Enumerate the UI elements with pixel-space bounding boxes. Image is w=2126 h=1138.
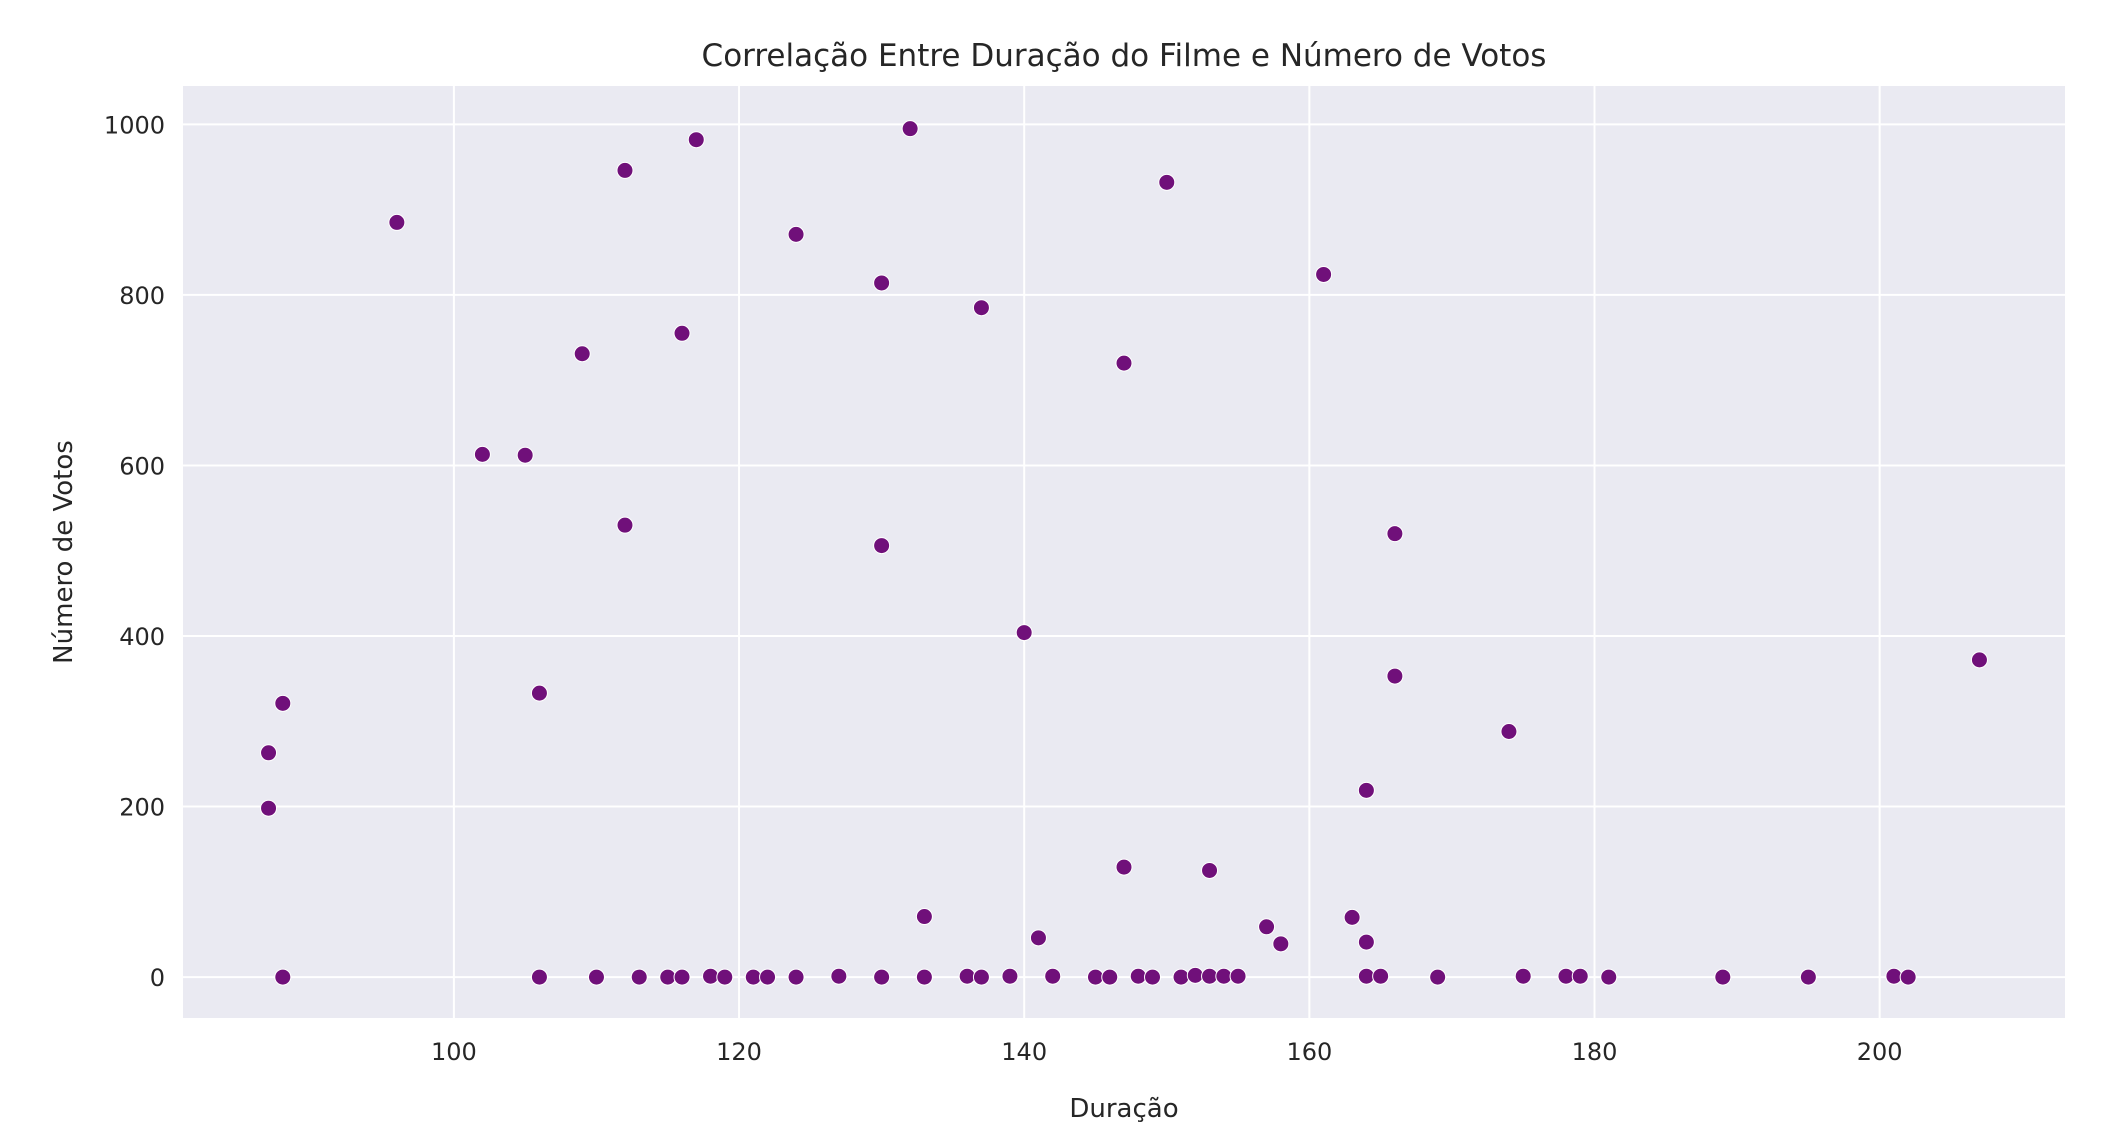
data-point — [873, 537, 891, 555]
x-tick-label: 200 — [1857, 1038, 1903, 1066]
data-point — [1386, 525, 1404, 543]
x-tick-label: 140 — [1001, 1038, 1047, 1066]
data-point — [616, 516, 634, 534]
data-point — [1799, 968, 1817, 986]
data-point — [1044, 967, 1062, 985]
data-point — [915, 908, 933, 926]
x-tick-label: 100 — [431, 1038, 477, 1066]
data-point — [1429, 968, 1447, 986]
data-point — [1357, 781, 1375, 799]
grid-lines — [183, 86, 2065, 1018]
data-point — [1357, 967, 1375, 985]
data-point — [787, 968, 805, 986]
data-point — [1899, 968, 1917, 986]
data-point — [744, 968, 762, 986]
data-point — [1201, 861, 1219, 879]
data-point — [1600, 968, 1618, 986]
y-axis-label: Número de Votos — [49, 440, 79, 664]
data-point — [873, 968, 891, 986]
data-points — [260, 120, 1988, 986]
data-point — [1372, 967, 1390, 985]
data-point — [1315, 265, 1333, 283]
y-tick-label: 0 — [150, 964, 165, 992]
data-point — [274, 968, 292, 986]
y-tick-label: 800 — [119, 282, 165, 310]
data-point — [1258, 918, 1276, 936]
data-point — [388, 213, 406, 231]
data-point — [1514, 967, 1532, 985]
data-point — [659, 968, 677, 986]
data-point — [972, 968, 990, 986]
data-point — [1386, 667, 1404, 685]
data-point — [1015, 624, 1033, 642]
data-point — [759, 968, 777, 986]
data-point — [1101, 968, 1119, 986]
data-point — [1571, 967, 1589, 985]
x-tick-label: 120 — [716, 1038, 762, 1066]
data-point — [1172, 968, 1190, 986]
data-point — [873, 274, 891, 292]
data-point — [1129, 967, 1147, 985]
plot-area — [183, 86, 2065, 1018]
data-point — [1970, 651, 1988, 669]
data-point — [1029, 929, 1047, 947]
data-point — [830, 967, 848, 985]
data-point — [958, 967, 976, 985]
data-point — [616, 161, 634, 179]
data-point — [1144, 968, 1162, 986]
data-point — [473, 445, 491, 463]
data-point — [1272, 935, 1290, 953]
data-point — [1086, 968, 1104, 986]
data-point — [687, 131, 705, 149]
tick-labels: 100 120 140 160 180 200 0 200 400 600 800 1000 — [104, 111, 1903, 1066]
data-point — [1885, 967, 1903, 985]
data-point — [1115, 354, 1133, 372]
data-point — [1714, 968, 1732, 986]
data-point — [901, 120, 919, 138]
data-point — [274, 694, 292, 712]
y-tick-label: 200 — [119, 794, 165, 822]
data-point — [630, 968, 648, 986]
data-point — [1357, 933, 1375, 951]
y-tick-label: 1000 — [104, 111, 165, 139]
data-point — [516, 446, 534, 464]
data-point — [1229, 967, 1247, 985]
data-point — [530, 684, 548, 702]
data-point — [1557, 967, 1575, 985]
chart-title: Correlação Entre Duração do Filme e Núme… — [702, 38, 1547, 74]
x-tick-label: 160 — [1286, 1038, 1332, 1066]
data-point — [587, 968, 605, 986]
data-point — [1500, 722, 1518, 740]
data-point — [1343, 908, 1361, 926]
data-point — [1115, 858, 1133, 876]
y-tick-label: 600 — [119, 452, 165, 480]
data-point — [530, 968, 548, 986]
data-point — [1186, 966, 1204, 984]
data-point — [1215, 967, 1233, 985]
data-point — [1201, 967, 1219, 985]
data-point — [1001, 967, 1019, 985]
x-axis-label: Duração — [1069, 1094, 1178, 1124]
x-tick-label: 180 — [1572, 1038, 1618, 1066]
data-point — [787, 225, 805, 243]
data-point — [972, 299, 990, 317]
y-tick-label: 400 — [119, 623, 165, 651]
data-point — [915, 968, 933, 986]
data-point — [702, 967, 720, 985]
data-point — [673, 968, 691, 986]
data-point — [673, 324, 691, 342]
data-point — [1158, 173, 1176, 191]
data-point — [573, 345, 591, 363]
data-point — [716, 968, 734, 986]
data-point — [260, 799, 278, 817]
data-point — [260, 744, 278, 762]
